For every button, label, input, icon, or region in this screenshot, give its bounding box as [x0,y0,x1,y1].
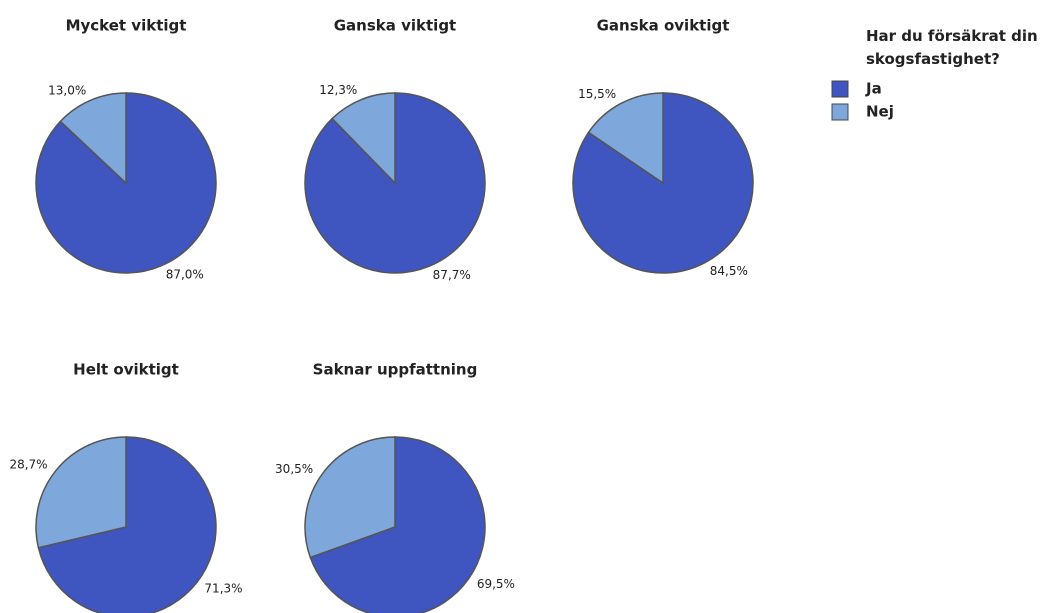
pie-slice [35,436,127,549]
pie-slice [37,436,217,613]
slice-label: 87,0% [166,267,204,281]
pie-title: Ganska viktigt [334,17,456,35]
legend-swatch [831,80,849,98]
slice-label: 15,5% [578,87,616,101]
slice-label: 87,7% [433,268,471,282]
slice-label: 30,5% [275,462,313,476]
pie-slice [587,92,664,185]
slice-label: 13,0% [48,84,86,98]
pie-title: Mycket viktigt [66,17,187,35]
legend-label: Nej [866,103,894,121]
pie-title: Ganska oviktigt [597,17,730,35]
legend-title: Har du försäkrat din skogsfastighet? [866,27,1038,68]
legend-swatch [831,103,849,121]
slice-label: 69,5% [477,577,515,591]
slice-label: 12,3% [319,83,357,97]
pie-title: Saknar uppfattning [313,361,478,379]
pie-slice [331,92,396,185]
slice-label: 84,5% [710,264,748,278]
pie-slice [309,436,486,613]
legend-label: Ja [865,80,882,98]
pie-title: Helt oviktigt [73,361,179,379]
slice-label: 71,3% [204,582,242,596]
pie-slice [59,92,127,185]
slice-label: 28,7% [9,457,47,471]
pie-slice [304,436,396,559]
